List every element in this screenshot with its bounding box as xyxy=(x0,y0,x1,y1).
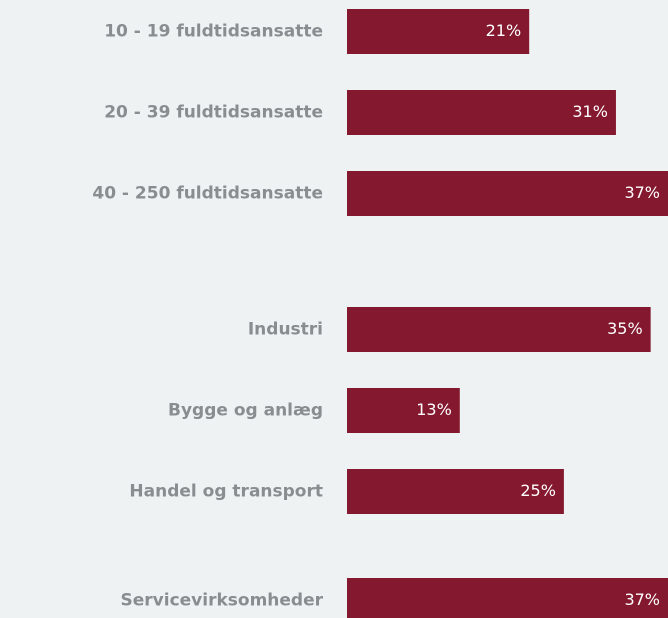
category-label: 20 - 39 fuldtidsansatte xyxy=(104,103,323,123)
bar xyxy=(347,388,460,433)
category-label: Bygge og anlæg xyxy=(168,401,323,421)
category-label: Industri xyxy=(248,320,323,340)
bar xyxy=(347,307,651,352)
value-label: 35% xyxy=(607,319,643,338)
bar xyxy=(347,171,668,216)
value-label: 25% xyxy=(520,481,556,500)
value-label: 21% xyxy=(486,21,522,40)
bar xyxy=(347,469,564,514)
value-label: 31% xyxy=(572,102,608,121)
bar xyxy=(347,9,530,54)
value-label: 13% xyxy=(416,400,452,419)
bar xyxy=(347,90,616,135)
value-label: 37% xyxy=(624,590,660,609)
value-label: 37% xyxy=(624,183,660,202)
category-label: 40 - 250 fuldtidsansatte xyxy=(92,184,323,204)
category-label: Servicevirksomheder xyxy=(121,591,324,611)
category-label: 10 - 19 fuldtidsansatte xyxy=(104,22,323,42)
bar xyxy=(347,578,668,618)
category-label: Handel og transport xyxy=(129,482,323,502)
